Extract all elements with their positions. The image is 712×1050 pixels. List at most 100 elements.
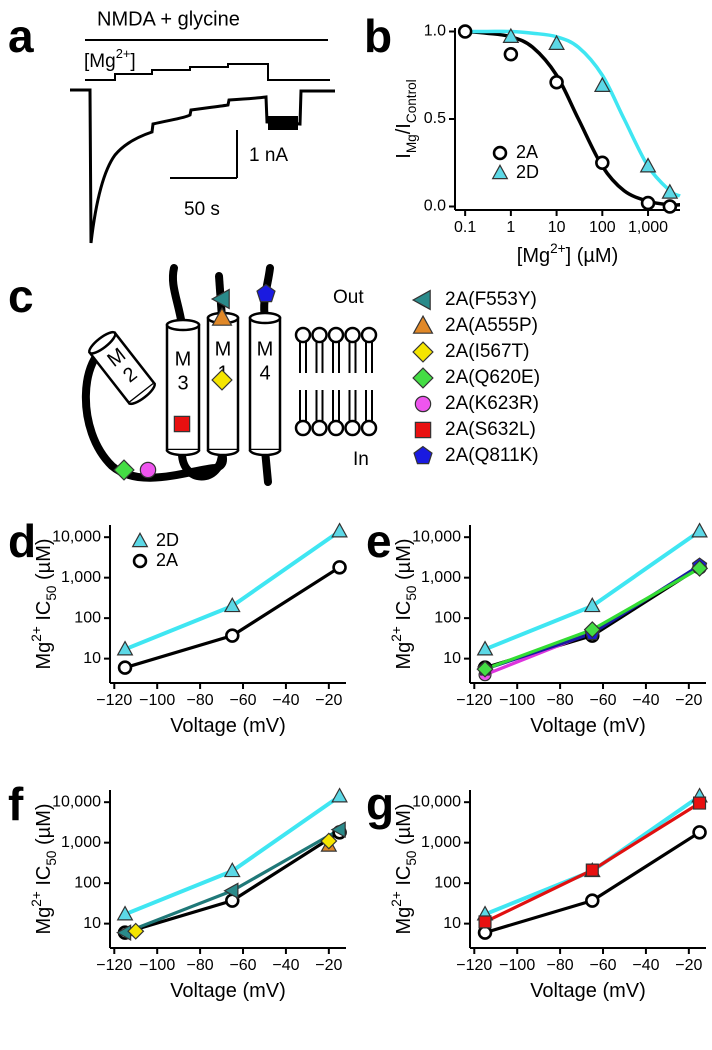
y-axis-label: Mg2+ IC50 (µM) [389,538,419,669]
x-axis-label: Voltage (mV) [170,715,286,737]
y-axis-label-part: (µM) [33,538,55,585]
x-tick-label: −20 [315,692,342,709]
marker [225,628,240,643]
x-axis-label: [Mg2+] (µM) [517,241,618,267]
marker [223,862,241,878]
marker [331,787,348,803]
marker [503,46,519,62]
helix-bottom [128,382,156,406]
lipid-head [294,326,312,344]
lipid-head [311,326,328,344]
mutation-site [210,288,230,310]
x-tick-label: 1,000 [628,219,668,236]
y-axis-label: Mg2+ IC50 (µM) [29,538,59,669]
y-tick-label: 100 [74,874,101,891]
y-tick-label: 1,000 [421,569,461,586]
mutation-site [139,461,157,479]
y-axis-label-part: Mg [393,642,415,670]
out-label: Out [333,287,364,308]
helix-label: 3 [177,372,188,394]
lipid-head [360,419,378,437]
marker [662,199,678,214]
x-tick-label: −120 [96,692,132,709]
in-label: In [353,449,369,470]
y-tick-label: 100 [434,874,461,891]
lipid-head [327,326,345,344]
x-tick-label: 1 [506,219,515,236]
y-tick-label: 10 [443,915,461,932]
legend-label: 2A(Q811K) [445,445,539,466]
mutation-site [256,283,276,303]
panel-letter: f [8,778,24,830]
y-axis-label-part: (µM) [393,538,415,585]
marker [476,660,494,678]
mg-label-part: [Mg [84,51,116,72]
lipid-head [344,326,361,344]
marker [320,832,338,850]
legend-label: 2A [156,550,178,570]
legend-marker [412,314,434,334]
series-line [124,828,341,935]
y-tick-label: 1,000 [61,834,101,851]
x-tick-label: 0.1 [454,219,476,236]
marker [691,522,708,538]
marker [585,893,600,908]
loop [81,341,228,482]
x-axis-label-part: ] (µM) [566,245,619,267]
x-axis-label: Voltage (mV) [170,980,286,1002]
x-tick-label: −120 [456,692,492,709]
mg-steps [85,63,330,81]
y-axis-label-part: 2+ [389,626,404,642]
y-axis-label-part: Mg [33,642,55,670]
marker [502,27,520,43]
y-tick-label: 100 [74,609,101,626]
y-axis-label-part: IC [393,601,415,627]
panel-letter: d [8,515,36,567]
y-axis-label-part: Mg [33,907,55,935]
y-axis-label: IMg/IControl [393,79,419,158]
y-tick-label: 10,000 [412,528,461,545]
marker [585,863,599,877]
x-tick-label: −80 [547,692,574,709]
x-tick-label: −60 [589,957,616,974]
helix-top [165,318,201,332]
y-tick-label: 1,000 [421,834,461,851]
panel-letter: b [364,10,392,62]
marker [595,155,610,171]
y-tick-label: 0.0 [424,198,446,215]
marker [116,905,134,921]
legend-label: 2A(K623R) [445,393,539,414]
x-tick-label: −120 [456,957,492,974]
helix-top [88,330,117,355]
y-axis-label-part: /I [393,123,415,134]
x-tick-label: 10 [548,219,566,236]
helix-label: M [215,338,232,360]
x-tick-label: −120 [96,957,132,974]
y-tick-label: 1,000 [61,569,101,586]
marker [639,157,657,173]
y-axis-label-part: 50 [44,585,59,601]
y-tick-label: 0.5 [424,110,446,127]
y-axis-label-part: 50 [404,850,419,866]
scale-x-label: 50 s [184,199,220,220]
marker [583,597,601,613]
lipid-head [294,419,312,437]
marker [692,825,707,840]
series-line [484,564,701,671]
y-tick-label: 10,000 [52,793,101,810]
x-tick-label: −20 [675,692,702,709]
scale-y-label: 1 nA [249,145,288,166]
x-axis-label-part: [Mg [517,245,550,267]
marker [640,195,656,211]
legend-label: 2D [516,162,539,182]
x-tick-label: −40 [632,692,659,709]
helix-bottom [165,449,201,457]
y-tick-label: 100 [434,609,461,626]
marker [691,559,709,577]
x-tick-label: −80 [547,957,574,974]
y-tick-label: 10 [83,915,101,932]
marker [476,640,494,656]
legend-label: 2A(S632L) [445,419,536,440]
y-axis-label-part: 2+ [29,626,44,642]
